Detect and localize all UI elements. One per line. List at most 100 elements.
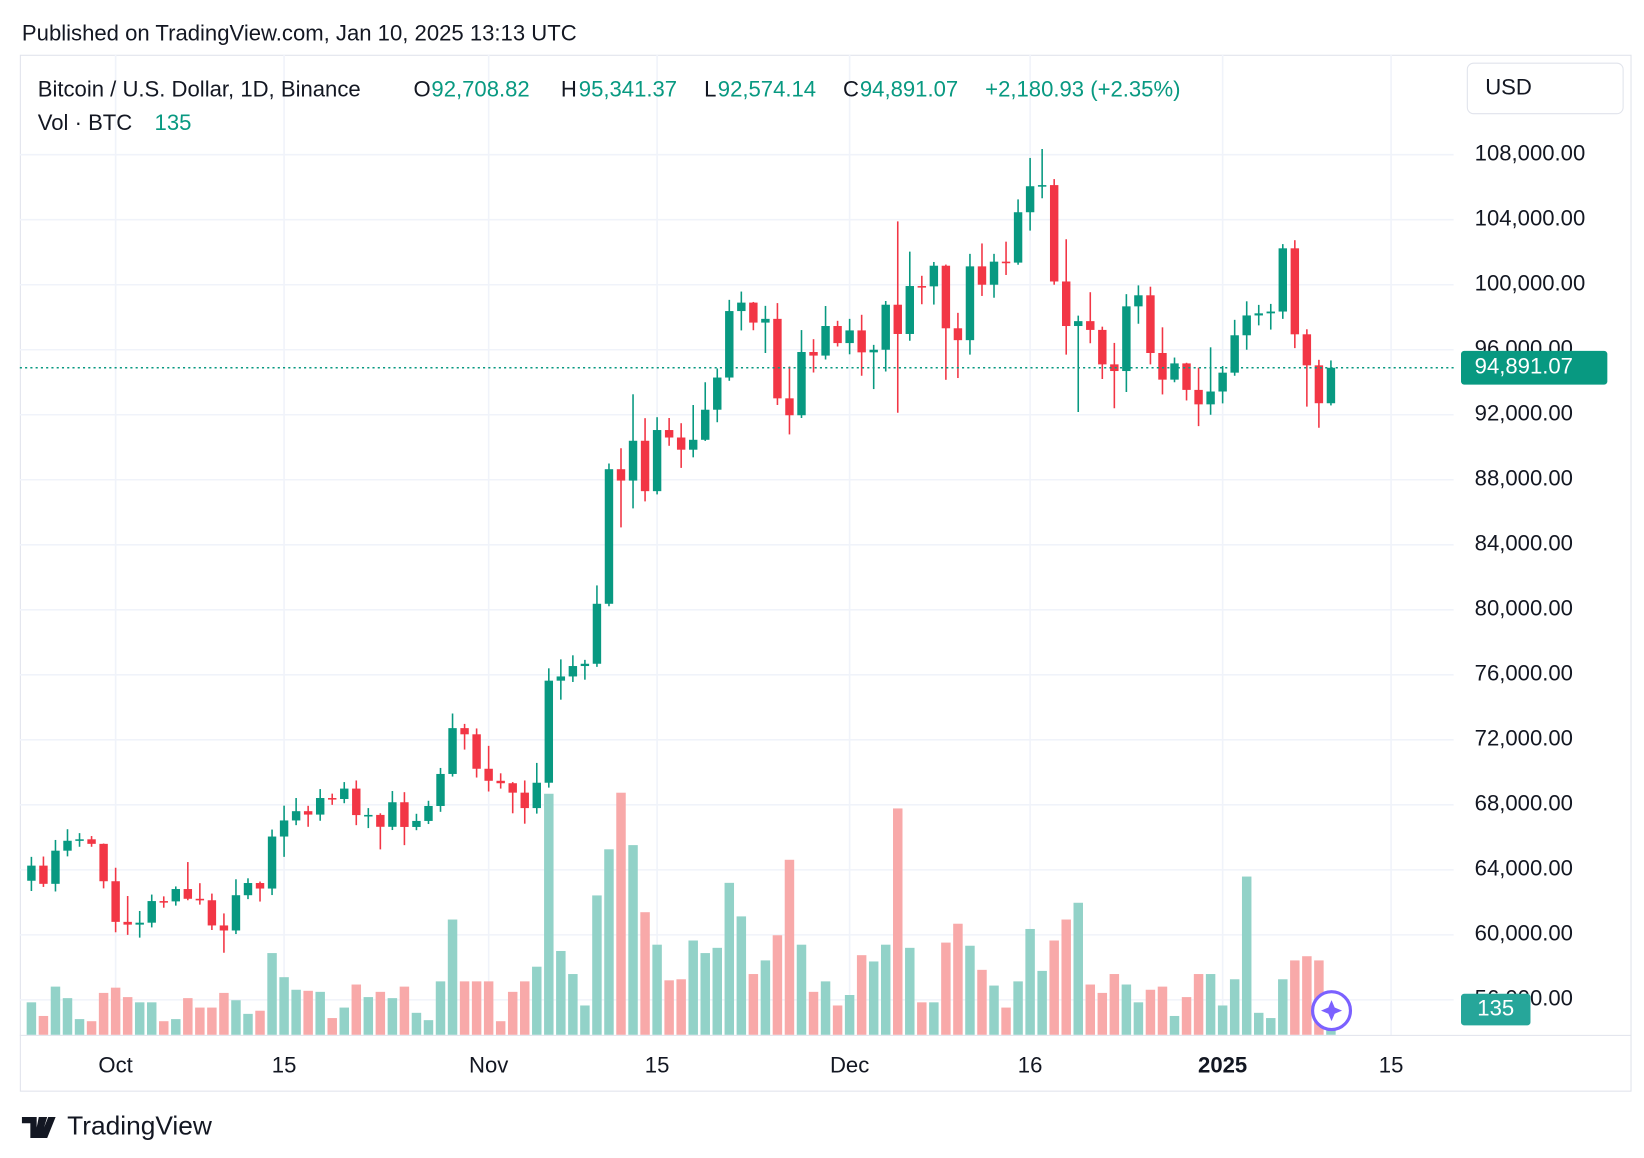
currency-label[interactable]: USD <box>1485 74 1532 99</box>
assistant-icon[interactable] <box>1310 990 1353 1032</box>
volume-bar <box>38 1015 49 1035</box>
candle-body <box>965 266 975 341</box>
volume-bar <box>628 845 638 1035</box>
symbol-title: Bitcoin / U.S. Dollar, 1D, Binance <box>38 76 361 101</box>
legend-key: C <box>843 76 859 101</box>
candle-body <box>664 430 674 438</box>
volume-bar <box>977 969 987 1035</box>
candle-body <box>279 820 289 837</box>
candle-body <box>472 734 481 769</box>
volume-bar <box>568 974 578 1035</box>
x-tick-label: 2025 <box>1198 1052 1247 1077</box>
candle-body <box>135 922 144 925</box>
candle-body <box>231 895 241 931</box>
volume-bar <box>893 808 903 1035</box>
candle-body <box>1158 352 1167 380</box>
candle-body <box>821 326 830 356</box>
volume-pane <box>26 792 1336 1035</box>
candle-body <box>448 728 457 774</box>
volume-bar <box>26 1002 37 1035</box>
x-tick-label: Dec <box>830 1052 869 1077</box>
candle-body <box>243 883 253 896</box>
candle-body <box>436 773 445 806</box>
candle-body <box>604 469 614 604</box>
candle-body <box>556 676 566 681</box>
candle-body <box>833 326 842 344</box>
candle-body <box>400 802 409 827</box>
candle-body <box>869 349 878 353</box>
volume-bar <box>676 979 686 1035</box>
y-tick-label: 104,000.00 <box>1475 206 1586 231</box>
candle-body <box>1290 248 1300 335</box>
volume-bar <box>411 1012 422 1035</box>
volume-bar <box>556 950 566 1035</box>
candle-body <box>628 440 638 481</box>
volume-bar <box>315 991 325 1035</box>
volume-bar <box>604 849 614 1035</box>
candle-body <box>1302 334 1312 366</box>
legend-value: 92,708.82 <box>431 76 529 101</box>
assistant-star[interactable] <box>1320 1000 1343 1022</box>
candle-body <box>989 261 999 285</box>
published-header: Published on TradingView.com, Jan 10, 20… <box>22 21 577 46</box>
candle-body <box>1254 313 1263 316</box>
candle-body <box>1013 212 1023 263</box>
volume-bar <box>796 944 807 1035</box>
y-tick-label: 100,000.00 <box>1475 271 1586 296</box>
candle-body <box>1074 321 1083 327</box>
volume-tag <box>1461 993 1531 1026</box>
volume-bar <box>399 986 410 1035</box>
candle-body <box>219 925 229 931</box>
candle-body <box>508 783 517 793</box>
candle-body <box>1326 367 1336 404</box>
currency-button[interactable]: USD <box>1466 62 1624 115</box>
volume-bar <box>447 919 458 1035</box>
candle-body <box>1206 391 1215 405</box>
volume-bar <box>231 1000 241 1035</box>
candle-body <box>845 330 854 344</box>
volume-bar <box>784 859 795 1035</box>
candle-body <box>881 304 890 350</box>
candle-body <box>929 265 939 287</box>
candle-body <box>147 901 156 923</box>
volume-bar <box>483 981 494 1035</box>
candle-body <box>75 839 84 841</box>
candle-body <box>1110 364 1119 372</box>
candle-body <box>460 728 469 735</box>
volume-bar <box>134 1002 145 1035</box>
volume-bar <box>965 945 975 1035</box>
volume-bar <box>616 792 626 1035</box>
volume-bar <box>917 1002 927 1035</box>
price-tags: 94,891.07 135 <box>19 350 1608 1026</box>
volume-bar <box>243 1013 253 1035</box>
volume-bar <box>1133 1002 1144 1035</box>
volume-bar <box>989 985 999 1035</box>
candle-body <box>1242 315 1251 336</box>
volume-bar <box>1001 1007 1011 1035</box>
candle-body <box>63 840 72 851</box>
volume-bar <box>1169 1015 1180 1035</box>
volume-bar <box>941 942 951 1035</box>
candle-body <box>676 437 686 450</box>
volume-bar <box>387 998 398 1035</box>
candle-body <box>315 798 325 815</box>
candle-body <box>568 666 578 677</box>
candle-body <box>1278 248 1288 312</box>
candle-body <box>713 377 722 410</box>
volume-bar <box>303 990 313 1035</box>
volume-bar <box>844 995 855 1035</box>
legend-key: H <box>561 76 577 101</box>
candle-body <box>87 839 96 844</box>
currency-button-box[interactable] <box>1466 62 1624 115</box>
price-pane <box>27 149 1336 953</box>
volume-bar <box>712 947 723 1035</box>
legend-value: 95,341.37 <box>579 76 677 101</box>
candle-body <box>27 865 36 881</box>
volume-bar <box>1302 956 1312 1035</box>
volume-bar <box>856 955 867 1035</box>
volume-bar <box>1085 984 1096 1035</box>
candle-body <box>183 889 193 899</box>
candle-body <box>797 352 806 416</box>
volume-bar <box>171 1019 181 1035</box>
candle-body <box>39 865 48 884</box>
